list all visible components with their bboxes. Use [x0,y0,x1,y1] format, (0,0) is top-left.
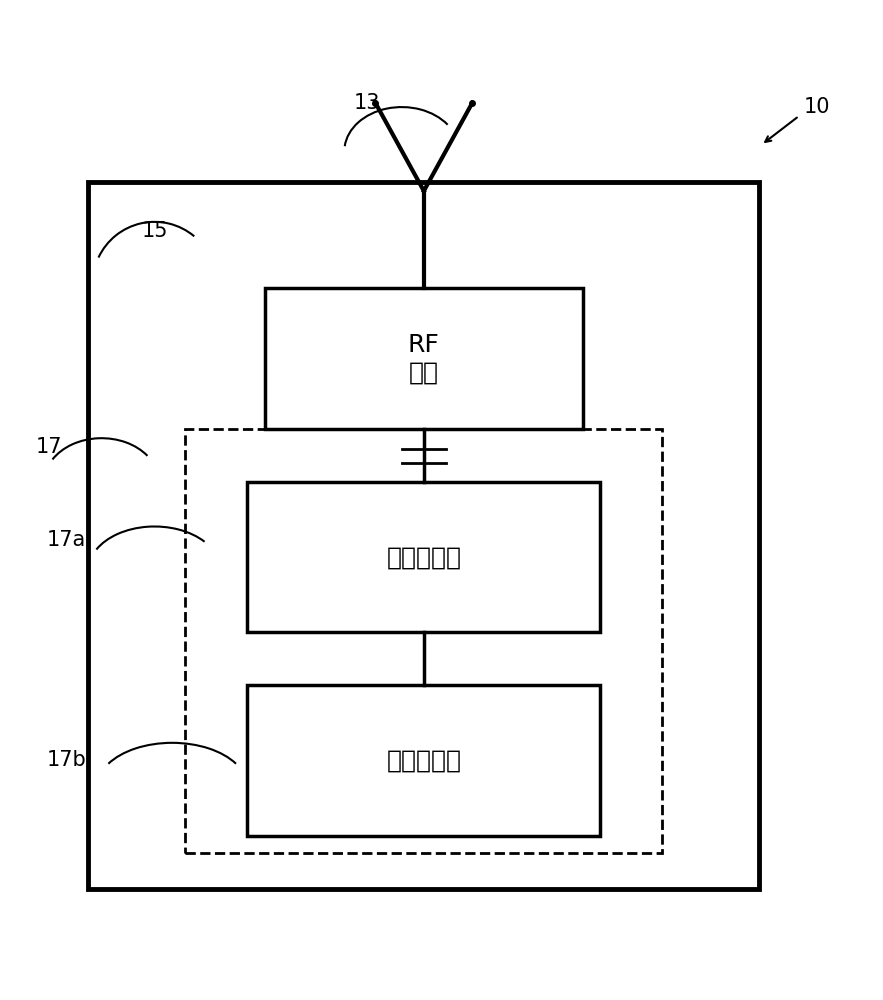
Text: 17: 17 [35,437,62,457]
Text: 15: 15 [141,221,168,241]
Bar [185,429,662,853]
Bar [88,182,759,889]
Bar [247,482,600,632]
Text: 基带处理器: 基带处理器 [387,545,461,569]
Text: 应用处理器: 应用处理器 [387,748,461,772]
Text: 10: 10 [804,97,830,117]
Text: 17b: 17b [46,750,87,770]
Text: RF
前端: RF 前端 [408,333,440,385]
Text: 13: 13 [353,93,380,113]
Text: 17a: 17a [47,530,86,550]
Bar [247,685,600,836]
Bar [265,288,583,429]
